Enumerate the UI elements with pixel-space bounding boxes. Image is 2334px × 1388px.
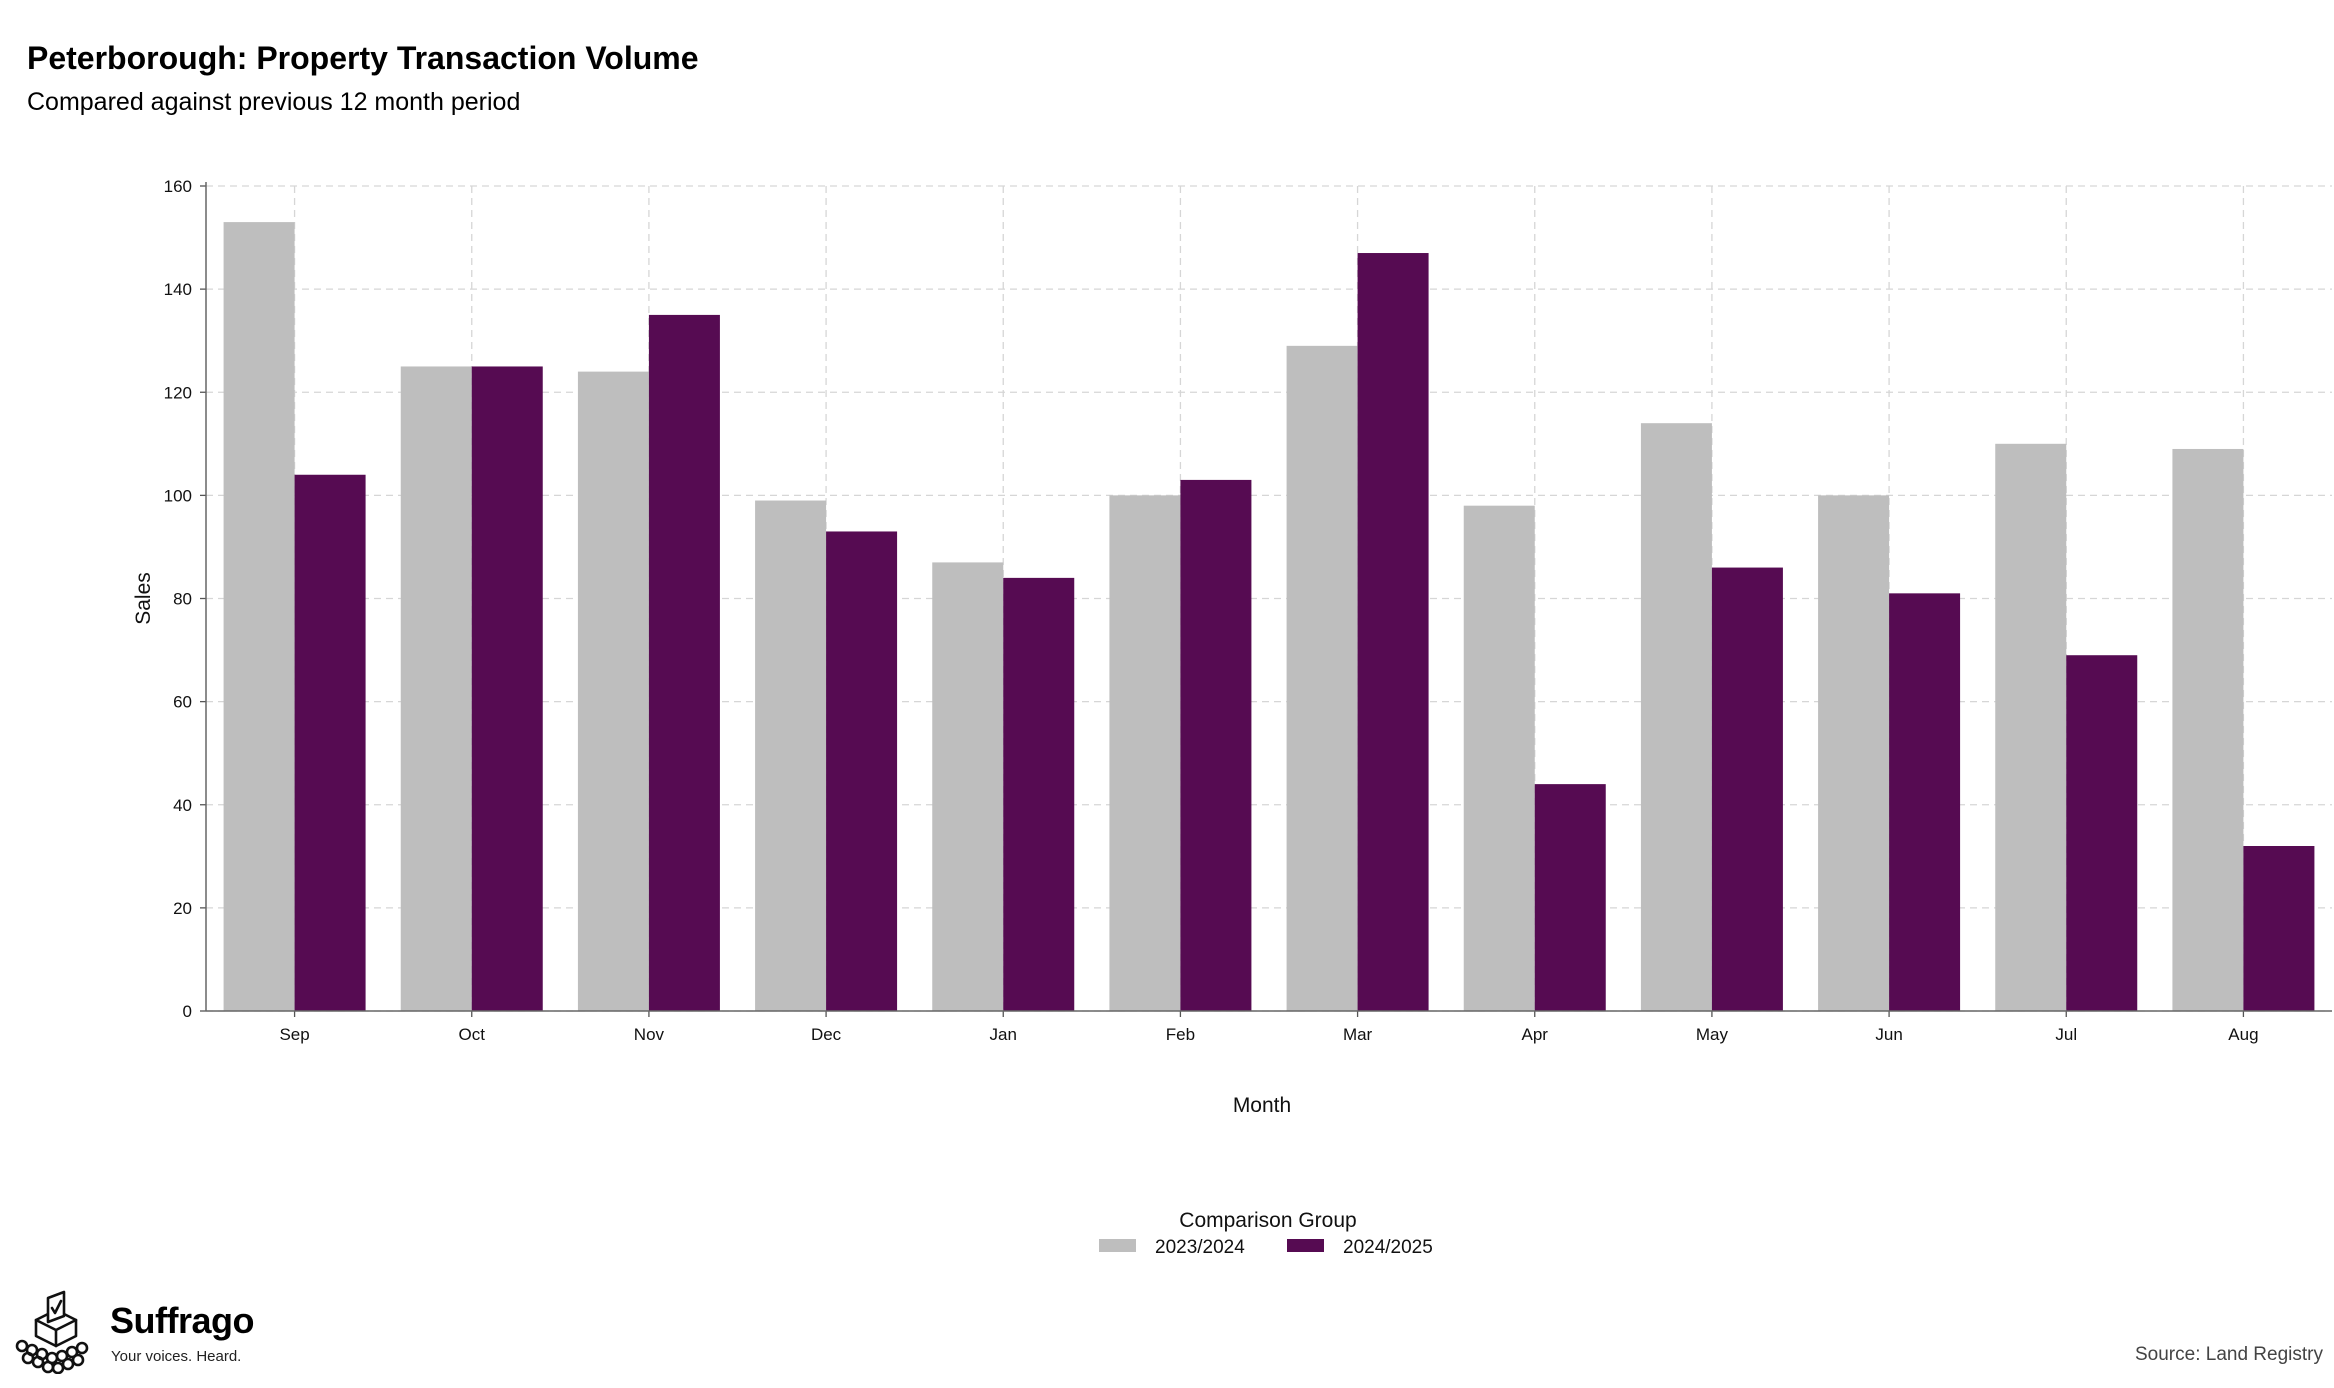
x-tick-label: Oct [459, 1025, 486, 1044]
x-tick-label: Feb [1166, 1025, 1195, 1044]
legend-swatch [1099, 1239, 1136, 1252]
bar-2023-2024-jul [1995, 443, 2067, 1011]
y-tick-label: 20 [173, 899, 192, 918]
bar-2024-2025-mar [1357, 253, 1429, 1011]
brand-tagline: Your voices. Heard. [111, 1348, 242, 1365]
bar-2024-2025-jun [1889, 593, 1961, 1011]
bar-2024-2025-may [1711, 567, 1783, 1011]
y-tick-label: 140 [164, 280, 192, 299]
x-tick-label: Nov [634, 1025, 665, 1044]
bar-2023-2024-may [1640, 423, 1712, 1011]
bar-2023-2024-feb [1109, 495, 1181, 1011]
bar-2023-2024-jan [932, 562, 1004, 1011]
ballot-box-icon [15, 1290, 89, 1374]
bar-2023-2024-sep [223, 222, 295, 1011]
x-tick-label: Sep [279, 1025, 309, 1044]
bar-2023-2024-nov [577, 371, 649, 1011]
y-tick-label: 80 [173, 590, 192, 609]
chart-subtitle: Compared against previous 12 month perio… [27, 88, 521, 116]
legend-title: Comparison Group [1179, 1209, 1356, 1232]
y-tick-label: 100 [164, 486, 192, 505]
brand-name: Suffrago [110, 1300, 255, 1341]
bar-2023-2024-dec [755, 500, 827, 1011]
x-tick-label: Jul [2055, 1025, 2077, 1044]
bar-2024-2025-jan [1003, 577, 1075, 1011]
source-note: Source: Land Registry [2135, 1344, 2323, 1365]
legend-label: 2024/2025 [1343, 1237, 1433, 1258]
bar-2023-2024-aug [2172, 448, 2244, 1011]
y-tick-label: 0 [183, 1002, 192, 1021]
x-tick-label: Jan [990, 1025, 1017, 1044]
brand-logo: Suffrago Your voices. Heard. [14, 1290, 274, 1380]
x-tick-label: Dec [811, 1025, 842, 1044]
y-tick-label: 40 [173, 796, 192, 815]
x-tick-label: May [1696, 1025, 1729, 1044]
x-tick-label: Aug [2228, 1025, 2258, 1044]
x-tick-label: Apr [1522, 1025, 1549, 1044]
bar-2023-2024-apr [1463, 505, 1535, 1011]
x-axis-title: Month [1233, 1094, 1291, 1117]
bar-2024-2025-jul [2066, 655, 2138, 1011]
axes [200, 182, 2332, 1017]
x-tick-label: Mar [1343, 1025, 1373, 1044]
bar-2024-2025-nov [648, 314, 720, 1011]
y-tick-label: 160 [164, 177, 192, 196]
y-tick-label: 120 [164, 383, 192, 402]
bar-2024-2025-oct [471, 366, 543, 1011]
chart-title: Peterborough: Property Transaction Volum… [27, 40, 699, 76]
bar-2024-2025-aug [2243, 846, 2315, 1011]
bar-2023-2024-jun [1818, 495, 1890, 1011]
bar-2024-2025-feb [1180, 479, 1252, 1011]
bar-2023-2024-mar [1286, 345, 1358, 1011]
legend-label: 2023/2024 [1155, 1237, 1245, 1258]
bar-2023-2024-oct [400, 366, 472, 1011]
bar-2024-2025-dec [826, 531, 898, 1011]
bar-2024-2025-apr [1534, 784, 1606, 1011]
axis-labels: 0 20 40 60 80 100 120 140 160 Sep Oct Nov Dec Jan Feb M… [132, 177, 2259, 1117]
legend-swatch [1287, 1239, 1324, 1252]
y-tick-label: 60 [173, 693, 192, 712]
y-axis-title: Sales [132, 572, 155, 625]
bars [223, 222, 2315, 1011]
bar-2024-2025-sep [294, 474, 366, 1011]
x-tick-label: Jun [1875, 1025, 1902, 1044]
legend: Comparison Group 2023/2024 2024/2025 [1099, 1209, 1433, 1258]
